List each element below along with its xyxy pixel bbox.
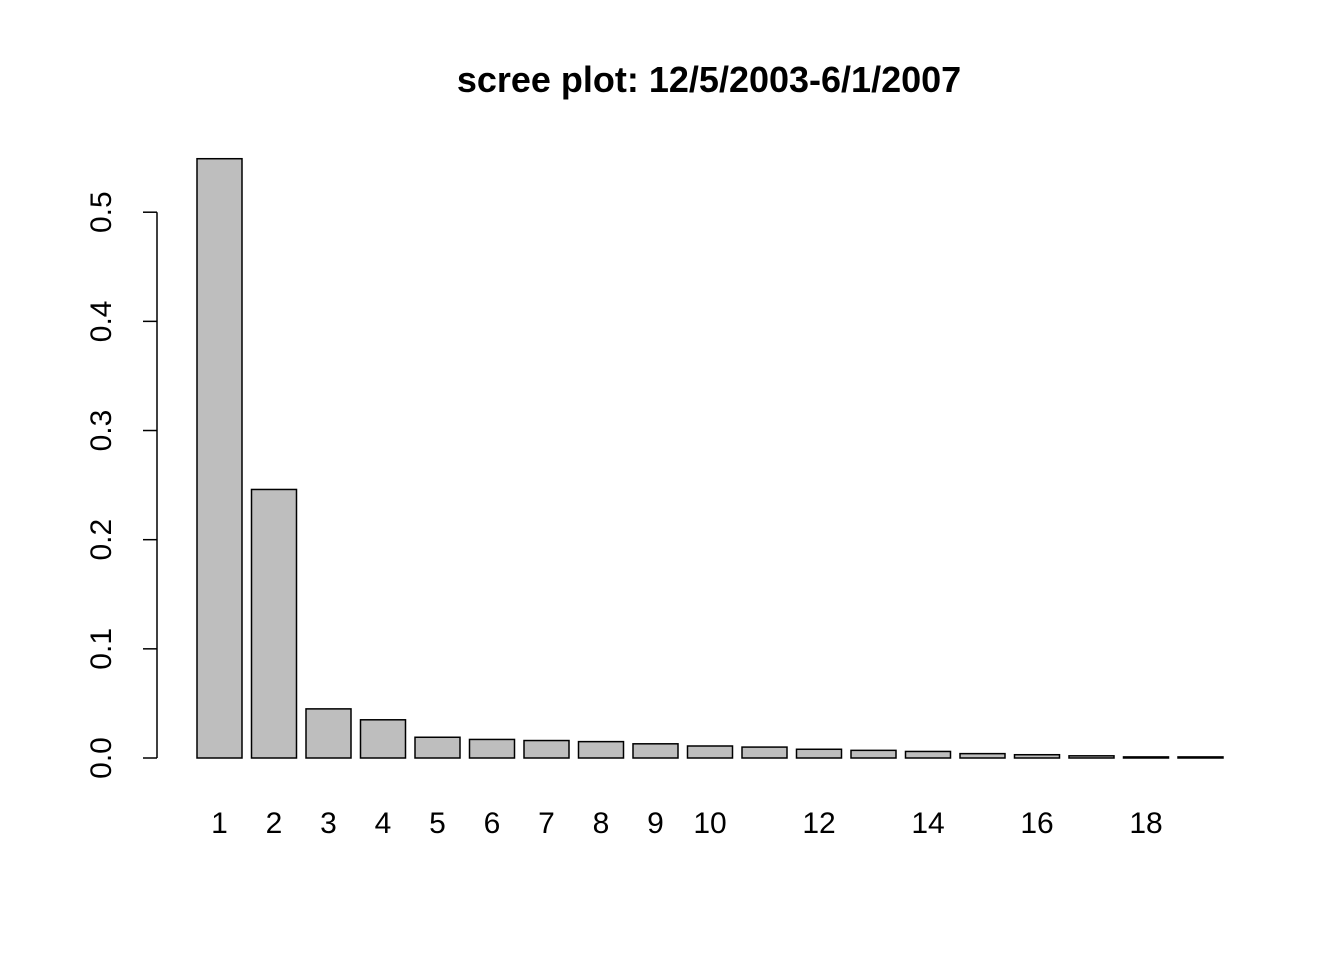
y-tick-label: 0.1	[85, 628, 118, 670]
x-tick-label: 16	[1020, 807, 1053, 840]
x-tick-label: 1	[211, 807, 228, 840]
x-tick-label: 12	[802, 807, 835, 840]
bar-7	[523, 739, 570, 759]
x-tick-label: 6	[484, 807, 501, 840]
y-axis: 0.0 0.1 0.2 0.3 0.4 0.5	[85, 191, 158, 779]
y-tick-label: 0.4	[85, 301, 118, 343]
bar-13	[850, 749, 897, 759]
bar-11	[741, 746, 788, 759]
x-tick-label: 5	[429, 807, 446, 840]
bar-8	[577, 740, 625, 759]
bar-1	[196, 157, 243, 759]
x-tick-label: 9	[647, 807, 664, 840]
y-tick-label: 0.2	[85, 519, 118, 561]
bar-12	[795, 748, 843, 759]
bar-2	[250, 488, 298, 759]
bar-15	[959, 752, 1006, 759]
x-tick-labels: 1 2 3 4 5 6 7 8 9 10 12 14 16 18	[211, 807, 1163, 840]
x-tick-label: 2	[266, 807, 283, 840]
x-tick-label: 10	[693, 807, 726, 840]
y-tick-label: 0.0	[85, 737, 118, 779]
x-tick-label: 7	[538, 807, 555, 840]
bar-16	[1013, 753, 1061, 759]
x-tick-label: 3	[320, 807, 337, 840]
x-tick-label: 18	[1129, 807, 1162, 840]
bar-10	[686, 745, 734, 759]
bar-9	[632, 743, 679, 759]
x-tick-label: 14	[911, 807, 944, 840]
bar-17	[1068, 755, 1115, 759]
y-tick-label: 0.5	[85, 191, 118, 233]
y-tick-label: 0.3	[85, 410, 118, 452]
bar-18	[1122, 756, 1170, 759]
chart-title: scree plot: 12/5/2003-6/1/2007	[457, 59, 961, 100]
bar-4	[359, 719, 407, 759]
bar-19	[1177, 756, 1224, 759]
bar-3	[305, 708, 352, 759]
bar-6	[468, 738, 516, 759]
bars-group	[196, 157, 1224, 759]
bar-5	[414, 736, 461, 759]
x-tick-label: 8	[593, 807, 610, 840]
x-tick-label: 4	[375, 807, 392, 840]
bar-14	[904, 750, 952, 759]
